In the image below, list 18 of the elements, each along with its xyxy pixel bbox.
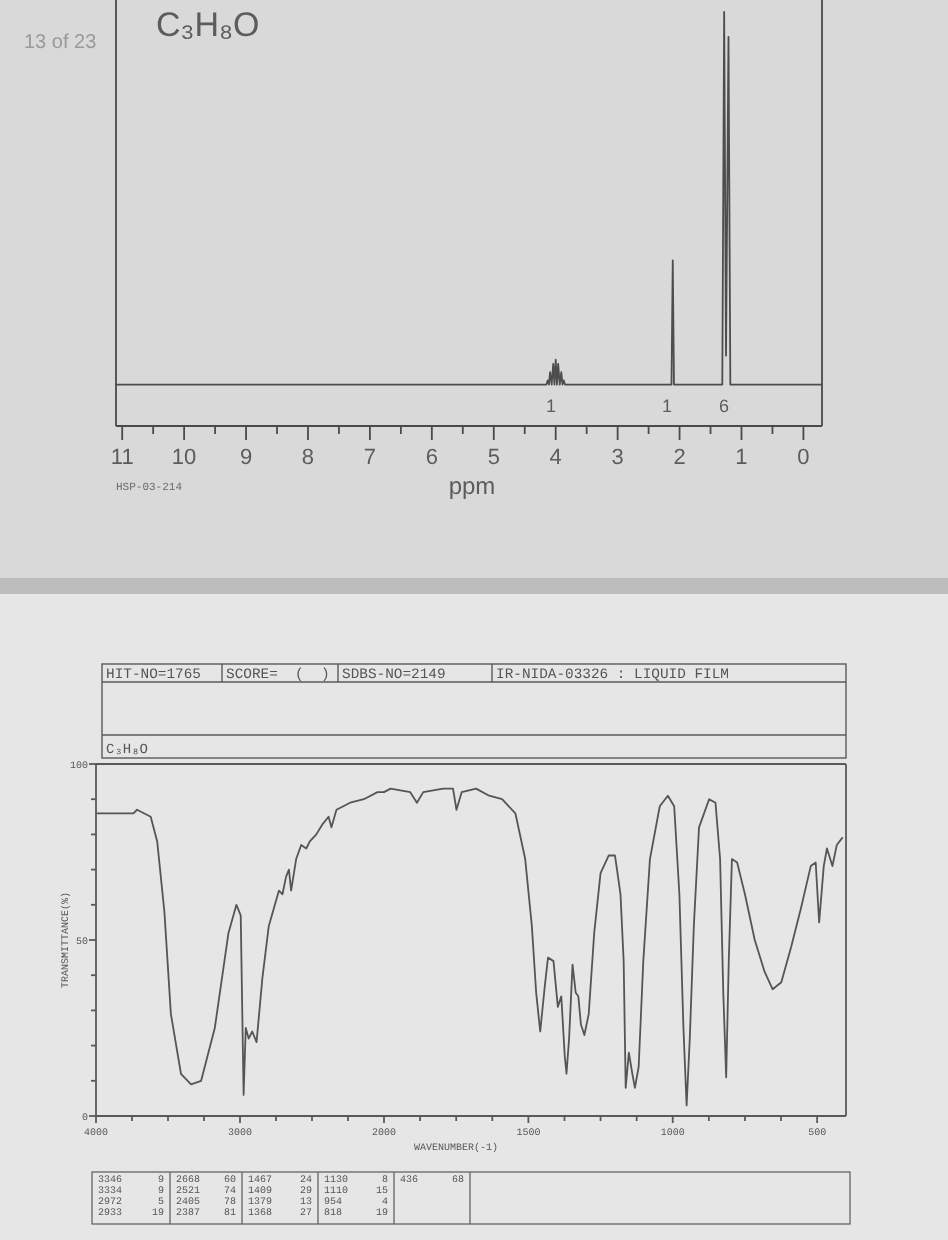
x-tick-label: 4 <box>549 446 562 470</box>
annotation: 1 <box>661 396 673 417</box>
x-tick-label: 8 <box>301 446 315 470</box>
annotation: 1 <box>545 396 557 417</box>
x-tick-label: 7 <box>363 446 377 470</box>
x-tick-label: 10 <box>171 446 197 470</box>
x-tick-label: 1 <box>735 446 748 470</box>
text: 13 of 23 <box>24 32 98 54</box>
chart-title: C₃H₈O <box>156 6 260 44</box>
x-tick-label: 11 <box>110 446 134 470</box>
x-tick-label: 0 <box>797 446 810 470</box>
x-tick-label: 9 <box>239 446 253 470</box>
annotation: 6 <box>718 396 730 417</box>
x-tick-label: 2 <box>673 446 686 470</box>
x-axis-title: ppm <box>448 472 496 500</box>
x-tick-label: 6 <box>425 446 438 470</box>
x-tick-label: 3 <box>611 446 624 470</box>
x-tick-label: 5 <box>487 446 500 470</box>
